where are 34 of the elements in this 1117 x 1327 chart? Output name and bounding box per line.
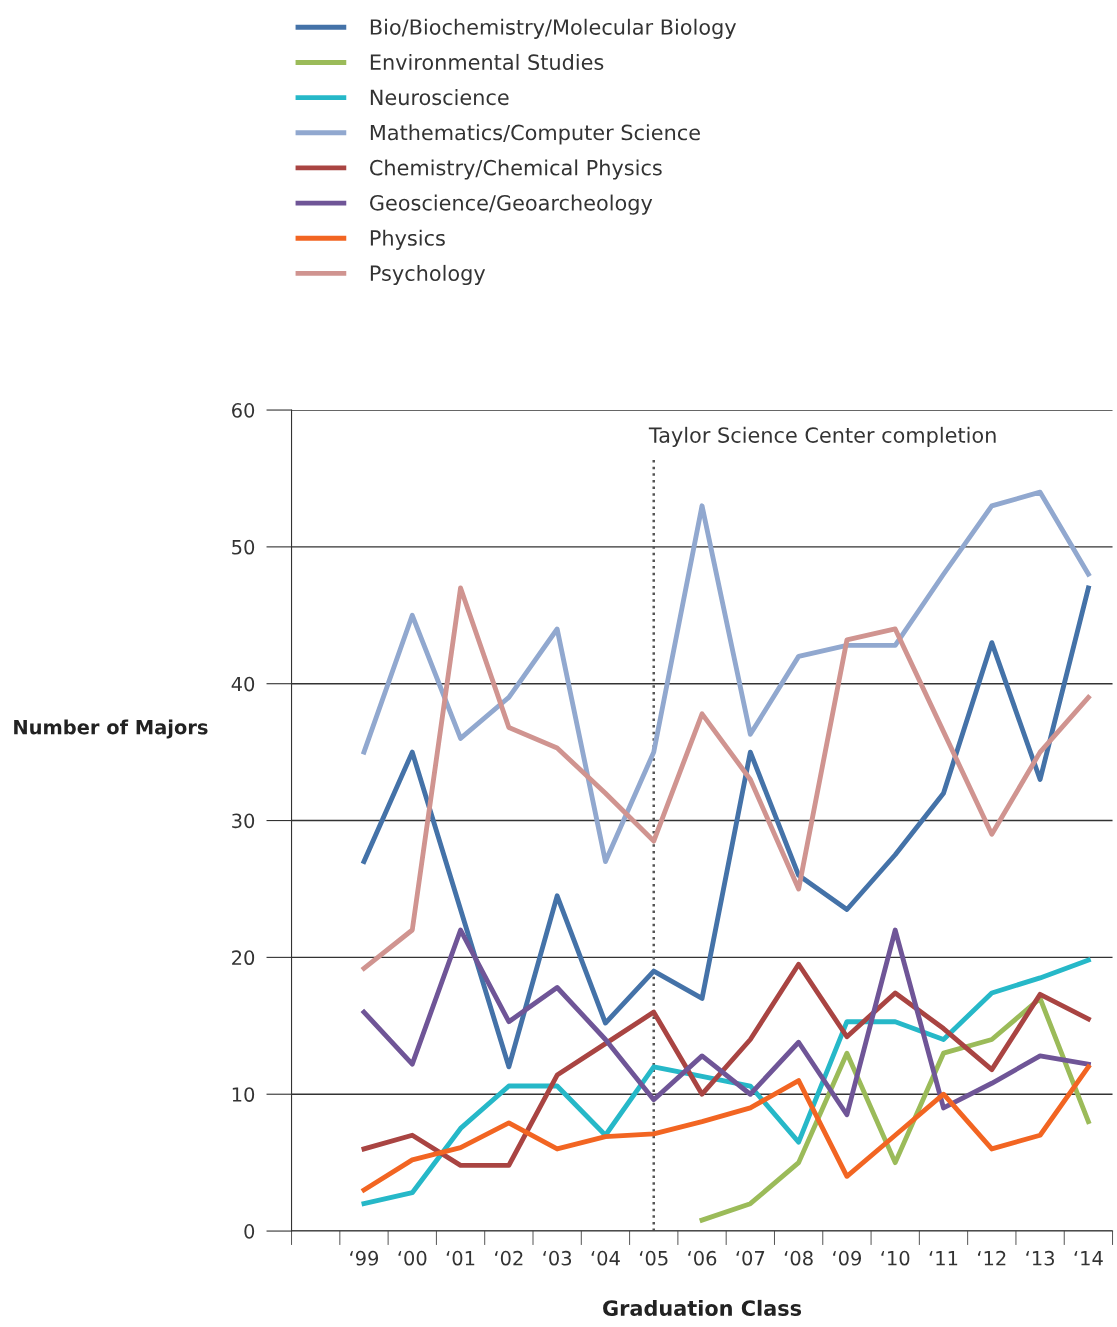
y-tick-label: 50 (232, 539, 255, 555)
legend-label: Environmental Studies (370, 53, 604, 71)
x-tick-label: ‘11 (929, 1251, 958, 1266)
y-tick-label: 60 (232, 403, 255, 418)
x-tick-label: ‘05 (639, 1250, 668, 1266)
x-tick-label: ‘06 (688, 1250, 717, 1266)
legend-label: Chemistry/Chemical Physics (370, 159, 662, 180)
legend-label: Bio/Biochemistry/Molecular Biology (370, 18, 737, 39)
x-tick-label: ‘10 (881, 1250, 910, 1266)
legend-label: Geoscience/Geoarcheology (370, 194, 653, 215)
y-tick-label: 30 (232, 813, 255, 829)
legend-label: Mathematics/Computer Science (370, 124, 700, 145)
legend-label: Psychology (370, 264, 486, 286)
x-tick-label: ‘99 (350, 1250, 379, 1266)
x-tick-label: ‘03 (543, 1250, 572, 1266)
legend-label: Physics (370, 229, 445, 250)
x-tick-label: ‘13 (1026, 1250, 1054, 1266)
x-tick-label: ‘02 (495, 1250, 523, 1266)
x-tick-label: ‘00 (398, 1250, 427, 1266)
x-tick-label: ‘09 (833, 1250, 862, 1266)
x-tick-label: ‘04 (591, 1250, 620, 1266)
x-tick-label: ‘08 (784, 1250, 813, 1266)
y-axis-title: Number of Majors (14, 719, 208, 739)
x-axis-title: Graduation Class (603, 1299, 802, 1316)
x-tick-label: ‘12 (977, 1250, 1006, 1266)
x-tick-label: ‘07 (736, 1250, 765, 1266)
y-tick-label: 40 (231, 676, 255, 692)
y-tick-label: 20 (232, 950, 255, 966)
x-tick-label: ‘01 (446, 1250, 475, 1266)
y-tick-label: 0 (244, 1224, 255, 1239)
y-tick-label: 10 (232, 1087, 255, 1102)
x-tick-label: ‘14 (1074, 1251, 1103, 1266)
ref-line-label: Taylor Science Center completion (648, 426, 996, 447)
legend-label: Neuroscience (370, 89, 509, 106)
